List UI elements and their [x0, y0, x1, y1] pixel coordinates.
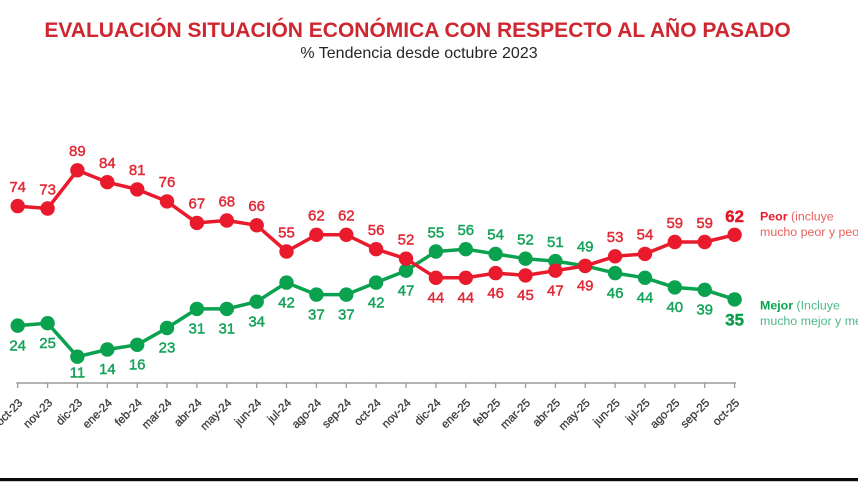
- svg-text:74: 74: [9, 179, 26, 196]
- svg-text:62: 62: [725, 207, 744, 226]
- svg-text:62: 62: [308, 208, 325, 225]
- svg-text:Mejor (Incluye: Mejor (Incluye: [760, 298, 840, 312]
- svg-text:jun-24: jun-24: [232, 396, 265, 429]
- svg-text:mar-24: mar-24: [139, 396, 175, 432]
- svg-text:42: 42: [368, 294, 385, 311]
- svg-text:ago-24: ago-24: [289, 396, 324, 431]
- svg-text:59: 59: [696, 215, 713, 232]
- svg-text:Peor (incluye: Peor (incluye: [760, 210, 834, 224]
- svg-text:31: 31: [218, 321, 235, 338]
- svg-text:nov-24: nov-24: [379, 396, 414, 431]
- svg-text:44: 44: [428, 290, 445, 307]
- svg-text:ene-24: ene-24: [80, 396, 115, 431]
- svg-text:mucho peor y peor): mucho peor y peor): [760, 225, 858, 239]
- svg-text:49: 49: [577, 278, 594, 295]
- svg-text:45: 45: [517, 287, 534, 304]
- svg-text:52: 52: [398, 232, 415, 249]
- svg-text:oct-23: oct-23: [0, 396, 25, 428]
- svg-text:mucho mejor y mejor): mucho mejor y mejor): [760, 314, 858, 328]
- svg-text:46: 46: [607, 285, 624, 302]
- svg-text:40: 40: [666, 299, 683, 316]
- svg-text:sep-25: sep-25: [678, 396, 712, 430]
- svg-text:ene-25: ene-25: [439, 396, 474, 431]
- svg-text:sep-24: sep-24: [320, 396, 355, 431]
- svg-text:55: 55: [278, 224, 295, 241]
- svg-text:34: 34: [248, 313, 265, 330]
- svg-text:56: 56: [368, 222, 385, 239]
- svg-text:56: 56: [457, 222, 474, 239]
- svg-text:23: 23: [159, 340, 176, 357]
- svg-text:oct-25: oct-25: [710, 396, 742, 428]
- svg-text:68: 68: [218, 193, 235, 210]
- svg-text:52: 52: [517, 232, 534, 249]
- svg-text:37: 37: [338, 306, 355, 323]
- svg-text:47: 47: [547, 282, 564, 299]
- svg-text:54: 54: [487, 227, 504, 244]
- svg-text:81: 81: [129, 162, 146, 179]
- svg-text:53: 53: [607, 229, 624, 246]
- svg-text:73: 73: [39, 181, 56, 198]
- svg-text:59: 59: [666, 215, 683, 232]
- svg-text:66: 66: [248, 198, 265, 215]
- svg-text:42: 42: [278, 294, 295, 311]
- svg-text:89: 89: [69, 143, 86, 160]
- svg-text:54: 54: [637, 227, 654, 244]
- svg-text:11: 11: [70, 365, 86, 382]
- svg-text:47: 47: [398, 282, 415, 299]
- svg-text:31: 31: [189, 321, 206, 338]
- svg-text:nov-23: nov-23: [21, 396, 55, 430]
- svg-text:16: 16: [129, 357, 146, 374]
- svg-text:44: 44: [457, 290, 474, 307]
- svg-text:37: 37: [308, 306, 325, 323]
- svg-text:mar-25: mar-25: [498, 396, 533, 431]
- svg-text:39: 39: [696, 302, 713, 319]
- svg-text:49: 49: [577, 239, 594, 256]
- svg-text:76: 76: [159, 174, 176, 191]
- svg-text:46: 46: [487, 285, 504, 302]
- svg-text:67: 67: [189, 196, 206, 213]
- svg-text:14: 14: [99, 361, 116, 378]
- svg-text:25: 25: [39, 335, 56, 352]
- svg-text:may-24: may-24: [198, 396, 235, 433]
- svg-text:51: 51: [547, 234, 564, 251]
- svg-text:44: 44: [637, 290, 654, 307]
- svg-text:may-25: may-25: [556, 396, 593, 433]
- svg-text:24: 24: [9, 337, 26, 354]
- svg-text:35: 35: [725, 311, 744, 330]
- svg-text:oct-24: oct-24: [352, 396, 384, 428]
- svg-text:84: 84: [99, 155, 116, 172]
- svg-text:jun-25: jun-25: [590, 396, 623, 429]
- svg-text:ago-25: ago-25: [648, 396, 683, 431]
- svg-text:55: 55: [428, 224, 445, 241]
- svg-text:62: 62: [338, 208, 355, 225]
